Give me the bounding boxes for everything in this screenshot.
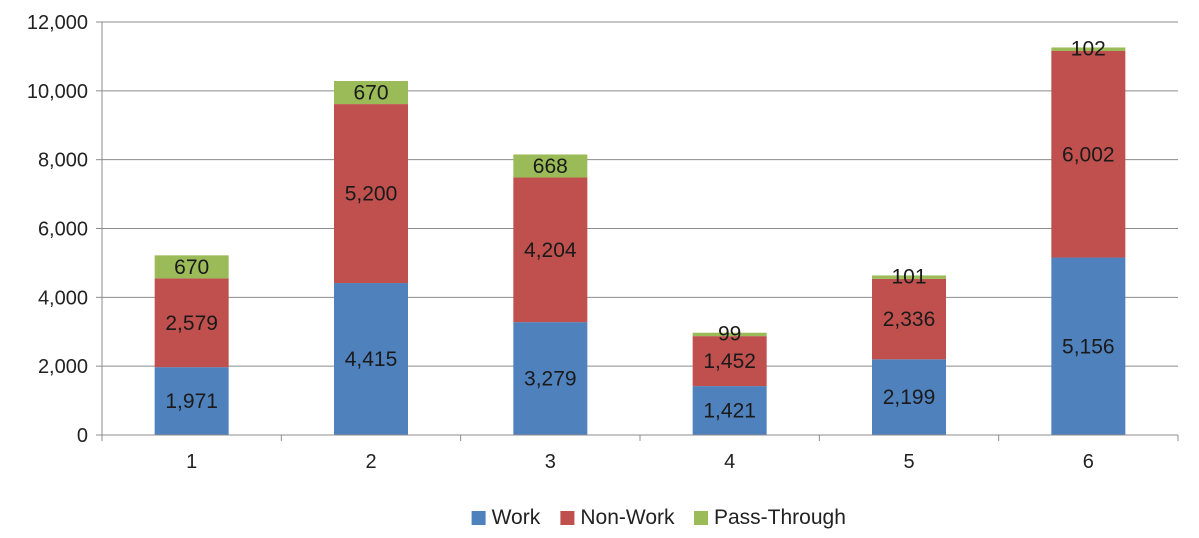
- legend-label: Non-Work: [580, 506, 675, 529]
- y-tick-label: 12,000: [27, 12, 88, 34]
- data-label: 101: [891, 265, 926, 288]
- data-label: 4,204: [524, 239, 577, 262]
- bar-non-work: [872, 278, 946, 360]
- data-label: 3,279: [524, 368, 577, 391]
- x-tick-label: 1: [186, 451, 197, 473]
- bar-pass-through: [872, 275, 946, 279]
- gridlines: [102, 21, 1178, 367]
- y-tick-label: 8,000: [38, 150, 88, 172]
- data-label: 5,156: [1062, 335, 1115, 358]
- y-tick-label: 10,000: [27, 81, 88, 103]
- bar-non-work: [513, 177, 588, 323]
- data-label: 2,336: [883, 308, 936, 331]
- data-labels: 1,971 2,579 670 4,415 5,200 670 3,279 4,204 668 1…: [165, 37, 1114, 422]
- bar-work: [513, 322, 588, 435]
- y-tick-label: 2,000: [38, 356, 88, 378]
- data-label: 5,200: [345, 183, 398, 206]
- legend-swatch: [560, 511, 575, 525]
- bar-work: [154, 367, 229, 435]
- x-tick-label: 6: [1083, 451, 1094, 473]
- bar-pass-through: [334, 81, 408, 105]
- data-label: 6,002: [1062, 143, 1115, 166]
- data-label: 1,452: [703, 350, 756, 373]
- bar-work: [334, 283, 408, 435]
- axes: 0 2,000 4,000 6,000 8,000 10,000 12,000 1 2 3 4 5 6: [27, 12, 1179, 473]
- y-tick-label: 0: [77, 425, 88, 447]
- data-label: 1,971: [165, 390, 218, 413]
- bar-pass-through: [154, 255, 229, 279]
- x-tick-label: 5: [903, 451, 914, 473]
- legend-swatch: [471, 511, 486, 525]
- data-label: 670: [353, 82, 388, 105]
- bar-work: [692, 386, 767, 435]
- bar-work: [872, 359, 946, 435]
- data-label: 1,421: [703, 400, 756, 423]
- legend-label: Work: [492, 506, 541, 529]
- y-tick-label: 4,000: [38, 287, 88, 309]
- x-tick-label: 2: [365, 451, 376, 473]
- legend: Work Non-Work Pass-Through: [471, 506, 846, 529]
- bar-non-work: [1051, 50, 1126, 258]
- y-tick-label: 6,000: [38, 219, 88, 241]
- data-label: 2,579: [165, 312, 218, 335]
- data-label: 668: [533, 155, 568, 178]
- bar-non-work: [154, 278, 229, 368]
- bar-pass-through: [692, 332, 767, 337]
- bar-non-work: [334, 104, 408, 284]
- bar-non-work: [692, 336, 767, 387]
- legend-label: Pass-Through: [714, 506, 846, 529]
- bar-pass-through: [513, 154, 588, 178]
- data-label: 99: [718, 323, 741, 346]
- bars: [154, 47, 1126, 435]
- legend-swatch: [694, 511, 708, 525]
- bar-pass-through: [1051, 47, 1126, 51]
- x-tick-label: 3: [545, 451, 556, 473]
- data-label: 102: [1071, 37, 1106, 60]
- bar-work: [1051, 257, 1126, 435]
- data-label: 2,199: [883, 386, 936, 409]
- x-tick-label: 4: [724, 451, 735, 473]
- data-label: 670: [174, 256, 209, 279]
- data-label: 4,415: [345, 348, 398, 371]
